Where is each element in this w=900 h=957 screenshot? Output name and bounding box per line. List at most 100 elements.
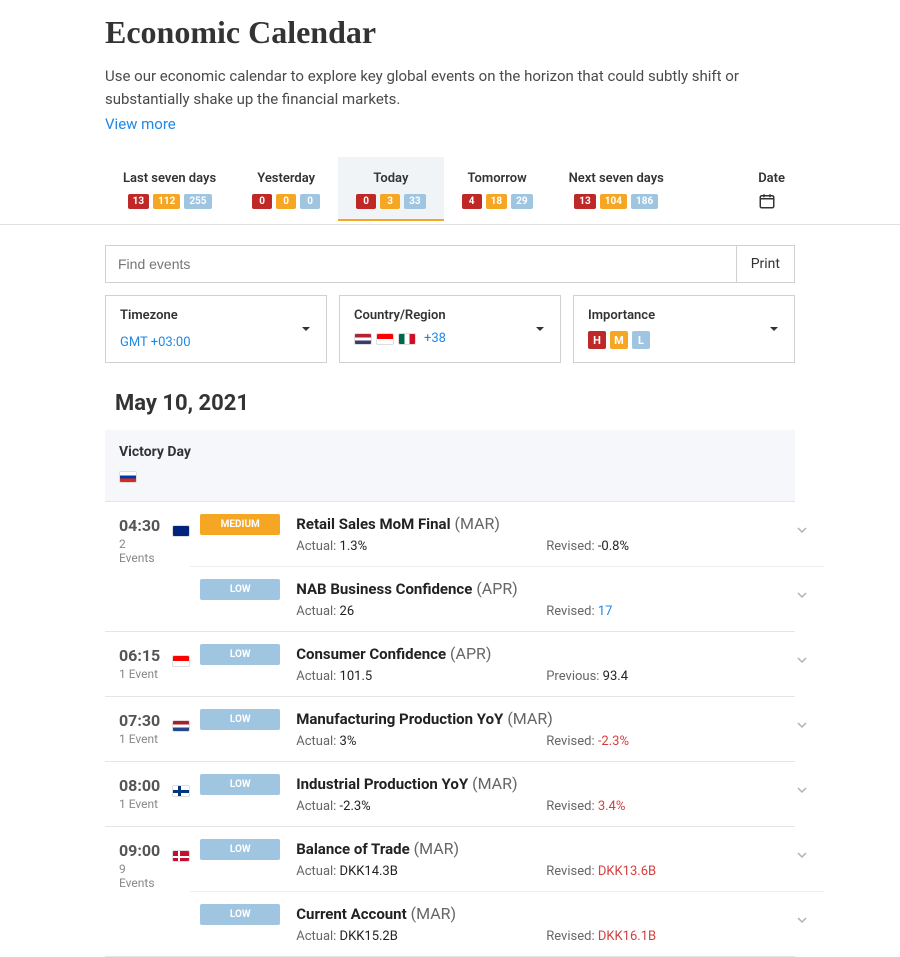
- badge-high: 0: [356, 194, 376, 209]
- event-details: Retail Sales MoM Final (MAR) Actual: 1.3…: [296, 514, 796, 554]
- badge-low: 255: [184, 194, 211, 209]
- chevron-down-icon[interactable]: [796, 784, 808, 796]
- tab-badges: 0 3 33: [356, 194, 425, 209]
- tab-last-seven-days[interactable]: Last seven days 13 112 255: [105, 157, 234, 219]
- chevron-down-icon[interactable]: [796, 719, 808, 731]
- print-button[interactable]: Print: [736, 245, 795, 283]
- event-name: Current Account: [296, 905, 406, 923]
- metric-value: 101.5: [340, 669, 373, 684]
- metric-label: Actual:: [296, 539, 339, 554]
- tab-badges: 0 0 0: [252, 194, 320, 209]
- flag-ru-icon: [119, 471, 137, 483]
- tab-badges: 4 18 29: [462, 194, 533, 209]
- chevron-down-icon[interactable]: [796, 914, 808, 926]
- metric-label: Previous:: [546, 669, 602, 684]
- metric-value: DKK14.3B: [340, 864, 398, 879]
- event-name: Manufacturing Production YoY: [296, 710, 503, 728]
- importance-pill: LOW: [200, 579, 280, 600]
- metric-label: Revised:: [546, 539, 598, 554]
- event-details: Consumer Confidence (APR) Actual: 101.5P…: [296, 644, 796, 684]
- events-col: LOW Manufacturing Production YoY (MAR) A…: [190, 697, 824, 761]
- tab-tomorrow[interactable]: Tomorrow 4 18 29: [444, 157, 551, 219]
- date-range-tabs: Last seven days 13 112 255 Yesterday 0 0…: [0, 157, 900, 225]
- metric-value: 1.3%: [340, 539, 368, 554]
- event-details: Balance of Trade (MAR) Actual: DKK14.3BR…: [296, 839, 796, 879]
- badge-med: 3: [380, 194, 400, 209]
- event-row[interactable]: LOW Manufacturing Production YoY (MAR) A…: [190, 697, 824, 761]
- tab-today[interactable]: Today 0 3 33: [338, 157, 443, 221]
- event-row[interactable]: MEDIUM Retail Sales MoM Final (MAR) Actu…: [190, 502, 824, 567]
- view-more-link[interactable]: View more: [105, 115, 176, 133]
- time-col: 09:00 9 Events: [105, 827, 190, 956]
- event-count: 1 Event: [119, 732, 160, 746]
- event-period: (MAR): [455, 514, 500, 533]
- event-time: 08:00: [119, 776, 160, 795]
- flag-nl-icon: [172, 720, 190, 732]
- chevron-down-icon[interactable]: [796, 654, 808, 666]
- event-metric: Revised: -0.8%: [546, 539, 796, 554]
- importance-pill: LOW: [200, 839, 280, 860]
- event-time: 09:00: [119, 841, 160, 860]
- chevron-down-icon[interactable]: [796, 849, 808, 861]
- badge-high: 13: [574, 194, 595, 209]
- tab-label: Yesterday: [252, 171, 320, 186]
- event-period: (APR): [450, 644, 491, 663]
- importance-pill: MEDIUM: [200, 514, 280, 535]
- badge-low: 186: [631, 194, 658, 209]
- tab-badges: 13 104 186: [569, 194, 664, 209]
- timezone-dropdown[interactable]: Timezone GMT +03:00: [105, 295, 327, 363]
- event-metric: Actual: DKK14.3B: [296, 864, 546, 879]
- tab-yesterday[interactable]: Yesterday 0 0 0: [234, 157, 338, 219]
- metric-label: Actual:: [296, 669, 339, 684]
- event-time: 04:30: [119, 516, 160, 535]
- event-metric: Actual: -2.3%: [296, 799, 546, 814]
- badge-low: 33: [404, 194, 425, 209]
- event-name: Industrial Production YoY: [296, 775, 468, 793]
- metric-label: Revised:: [546, 604, 598, 619]
- badge-med: 104: [600, 194, 627, 209]
- badge-high: 0: [252, 194, 272, 209]
- metric-label: Actual:: [296, 864, 339, 879]
- search-input[interactable]: [105, 245, 736, 283]
- event-time: 06:15: [119, 646, 160, 665]
- importance-pill: LOW: [200, 774, 280, 795]
- metric-value: -2.3%: [598, 734, 629, 749]
- chevron-down-icon[interactable]: [796, 524, 808, 536]
- metric-value: 3.4%: [598, 799, 626, 814]
- event-metric: Actual: DKK15.2B: [296, 929, 546, 944]
- chevron-down-icon[interactable]: [796, 589, 808, 601]
- time-group: 07:30 1 Event LOW Manufacturing Producti…: [105, 697, 795, 762]
- date-picker[interactable]: Date: [748, 157, 795, 224]
- event-row[interactable]: LOW Balance of Trade (MAR) Actual: DKK14…: [190, 827, 824, 892]
- event-metric: Previous: 93.4: [546, 669, 796, 684]
- tab-label: Next seven days: [569, 171, 664, 186]
- holiday-name: Victory Day: [119, 444, 781, 460]
- events-col: LOW Consumer Confidence (APR) Actual: 10…: [190, 632, 824, 696]
- event-period: (MAR): [411, 904, 456, 923]
- flag-au-icon: [172, 525, 190, 537]
- date-picker-label: Date: [758, 171, 785, 186]
- metric-value: 93.4: [603, 669, 628, 684]
- importance-dropdown[interactable]: Importance H M L: [573, 295, 795, 363]
- metric-value: 17: [598, 604, 613, 619]
- events-list: 04:30 2 Events MEDIUM Retail Sales MoM F…: [105, 502, 795, 957]
- flag-mx-icon: [398, 333, 416, 345]
- tab-label: Last seven days: [123, 171, 216, 186]
- country-label: Country/Region: [354, 308, 546, 323]
- event-row[interactable]: LOW NAB Business Confidence (APR) Actual…: [190, 567, 824, 631]
- event-metric: Revised: DKK13.6B: [546, 864, 796, 879]
- metric-value: DKK16.1B: [598, 929, 656, 944]
- country-more-count: +38: [424, 331, 446, 346]
- events-col: LOW Balance of Trade (MAR) Actual: DKK14…: [190, 827, 824, 956]
- current-date-heading: May 10, 2021: [115, 391, 795, 416]
- tab-next-seven-days[interactable]: Next seven days 13 104 186: [551, 157, 682, 219]
- event-row[interactable]: LOW Current Account (MAR) Actual: DKK15.…: [190, 892, 824, 956]
- event-row[interactable]: LOW Industrial Production YoY (MAR) Actu…: [190, 762, 824, 826]
- country-dropdown[interactable]: Country/Region +38: [339, 295, 561, 363]
- tab-label: Tomorrow: [462, 171, 533, 186]
- metric-label: Revised:: [546, 799, 598, 814]
- importance-med-badge: M: [610, 331, 628, 349]
- event-row[interactable]: LOW Consumer Confidence (APR) Actual: 10…: [190, 632, 824, 696]
- event-details: Manufacturing Production YoY (MAR) Actua…: [296, 709, 796, 749]
- flag-us-icon: [354, 333, 372, 345]
